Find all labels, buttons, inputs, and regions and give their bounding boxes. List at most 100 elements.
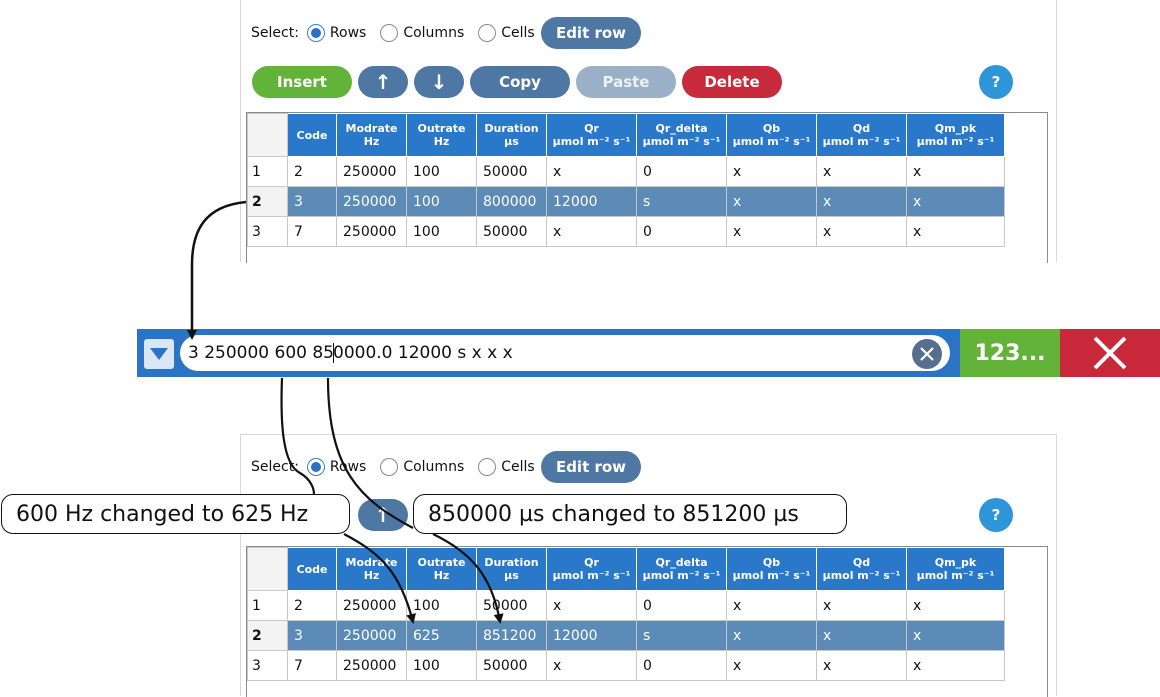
radio-cells[interactable]	[478, 24, 497, 42]
table-cell[interactable]: 12000	[546, 620, 637, 651]
table-cell[interactable]: x	[546, 590, 637, 621]
table-row[interactable]: 1 2 250000 100 50000 x 0 x x x	[247, 590, 1005, 621]
insert-button[interactable]: Insert	[252, 66, 352, 98]
table-cell[interactable]: x	[726, 650, 817, 681]
table-cell[interactable]: 3	[287, 186, 337, 217]
move-up-button[interactable]: ↑	[358, 499, 408, 531]
row-number[interactable]: 3	[247, 650, 288, 681]
table-cell[interactable]: x	[726, 590, 817, 621]
table-cell[interactable]: 250000	[336, 216, 407, 247]
table-cell[interactable]: x	[906, 590, 1005, 621]
column-header[interactable]: Qb µmol m⁻² s⁻¹	[726, 113, 817, 157]
radio-columns[interactable]	[380, 24, 399, 42]
column-header[interactable]: Duration µs	[476, 547, 547, 591]
table-cell[interactable]: 250000	[336, 620, 407, 651]
column-header[interactable]: Qm_pk µmol m⁻² s⁻¹	[906, 547, 1005, 591]
column-header[interactable]: Outrate Hz	[406, 547, 477, 591]
column-header[interactable]: Modrate Hz	[336, 113, 407, 157]
radio-cells-label[interactable]: Cells	[501, 459, 535, 475]
help-button[interactable]: ?	[979, 498, 1013, 532]
table-cell[interactable]: 50000	[476, 590, 547, 621]
clear-input-button[interactable]	[912, 339, 942, 369]
radio-rows-label[interactable]: Rows	[329, 459, 367, 475]
table-cell[interactable]: x	[906, 216, 1005, 247]
table-cell[interactable]: x	[906, 186, 1005, 217]
radio-cells[interactable]	[478, 458, 497, 476]
table-cell[interactable]: 851200	[476, 620, 547, 651]
table-cell[interactable]: 3	[287, 620, 337, 651]
table-cell[interactable]: x	[816, 156, 907, 187]
column-header[interactable]: Qm_pk µmol m⁻² s⁻¹	[906, 113, 1005, 157]
column-header[interactable]: Modrate Hz	[336, 547, 407, 591]
delete-button[interactable]: Delete	[682, 66, 782, 98]
table-cell[interactable]: 2	[287, 156, 337, 187]
table-cell[interactable]: 625	[406, 620, 477, 651]
table-cell[interactable]: x	[726, 216, 817, 247]
edit-row-button[interactable]: Edit row	[541, 451, 641, 483]
column-header[interactable]: Qd µmol m⁻² s⁻¹	[816, 113, 907, 157]
table-row[interactable]: 2 3 250000 625 851200 12000 s x x x	[247, 620, 1005, 651]
row-edit-text[interactable]: 3 250000 600 850000.0 12000 s x x x	[188, 343, 513, 363]
table-cell[interactable]: 250000	[336, 156, 407, 187]
table-cell[interactable]: 100	[406, 216, 477, 247]
dropdown-toggle[interactable]	[144, 339, 174, 369]
edit-row-button[interactable]: Edit row	[541, 17, 641, 49]
table-cell[interactable]: 50000	[476, 216, 547, 247]
table-cell[interactable]: 0	[636, 216, 727, 247]
table-cell[interactable]: 2	[287, 590, 337, 621]
column-header[interactable]: Code	[287, 113, 337, 157]
column-header[interactable]: Qr_delta µmol m⁻² s⁻¹	[636, 113, 727, 157]
radio-columns-label[interactable]: Columns	[403, 459, 465, 475]
table-cell[interactable]: 100	[406, 186, 477, 217]
column-header[interactable]: Duration µs	[476, 113, 547, 157]
table-cell[interactable]: 100	[406, 650, 477, 681]
table-cell[interactable]: x	[816, 216, 907, 247]
row-number[interactable]: 2	[247, 186, 288, 217]
radio-rows-label[interactable]: Rows	[329, 25, 367, 41]
column-header[interactable]: Qb µmol m⁻² s⁻¹	[726, 547, 817, 591]
table-cell[interactable]: 250000	[336, 186, 407, 217]
row-edit-input[interactable]: 3 250000 600 850000.0 12000 s x x x	[180, 335, 950, 371]
table-cell[interactable]: x	[906, 620, 1005, 651]
table-corner[interactable]	[247, 113, 288, 157]
move-down-button[interactable]: ↓	[414, 66, 464, 98]
radio-cells-label[interactable]: Cells	[501, 25, 535, 41]
copy-button[interactable]: Copy	[470, 66, 570, 98]
table-row[interactable]: 3 7 250000 100 50000 x 0 x x x	[247, 216, 1005, 247]
table-cell[interactable]: 0	[636, 650, 727, 681]
table-cell[interactable]: x	[906, 650, 1005, 681]
table-cell[interactable]: 50000	[476, 156, 547, 187]
table-cell[interactable]: 0	[636, 590, 727, 621]
table-row[interactable]: 3 7 250000 100 50000 x 0 x x x	[247, 650, 1005, 681]
radio-columns[interactable]	[380, 458, 399, 476]
table-cell[interactable]: s	[636, 620, 727, 651]
table-cell[interactable]: s	[636, 186, 727, 217]
row-number[interactable]: 3	[247, 216, 288, 247]
table-cell[interactable]: x	[726, 620, 817, 651]
row-number[interactable]: 1	[247, 590, 288, 621]
table-cell[interactable]: x	[816, 186, 907, 217]
column-header[interactable]: Qd µmol m⁻² s⁻¹	[816, 547, 907, 591]
row-number[interactable]: 1	[247, 156, 288, 187]
table-cell[interactable]: 100	[406, 156, 477, 187]
help-button[interactable]: ?	[979, 65, 1013, 99]
table-row[interactable]: 1 2 250000 100 50000 x 0 x x x	[247, 156, 1005, 187]
radio-columns-label[interactable]: Columns	[403, 25, 465, 41]
numeric-keypad-button[interactable]: 123...	[960, 329, 1060, 377]
row-number[interactable]: 2	[247, 620, 288, 651]
table-cell[interactable]: 7	[287, 650, 337, 681]
column-header[interactable]: Qr_delta µmol m⁻² s⁻¹	[636, 547, 727, 591]
radio-rows[interactable]	[306, 458, 325, 476]
table-cell[interactable]: x	[816, 650, 907, 681]
table-cell[interactable]: 7	[287, 216, 337, 247]
column-header[interactable]: Outrate Hz	[406, 113, 477, 157]
table-cell[interactable]: x	[546, 156, 637, 187]
table-cell[interactable]: 250000	[336, 590, 407, 621]
table-cell[interactable]: 0	[636, 156, 727, 187]
table-cell[interactable]: 800000	[476, 186, 547, 217]
table-cell[interactable]: x	[816, 590, 907, 621]
column-header[interactable]: Qr µmol m⁻² s⁻¹	[546, 547, 637, 591]
table-cell[interactable]: x	[546, 216, 637, 247]
table-cell[interactable]: 250000	[336, 650, 407, 681]
table-cell[interactable]: 12000	[546, 186, 637, 217]
